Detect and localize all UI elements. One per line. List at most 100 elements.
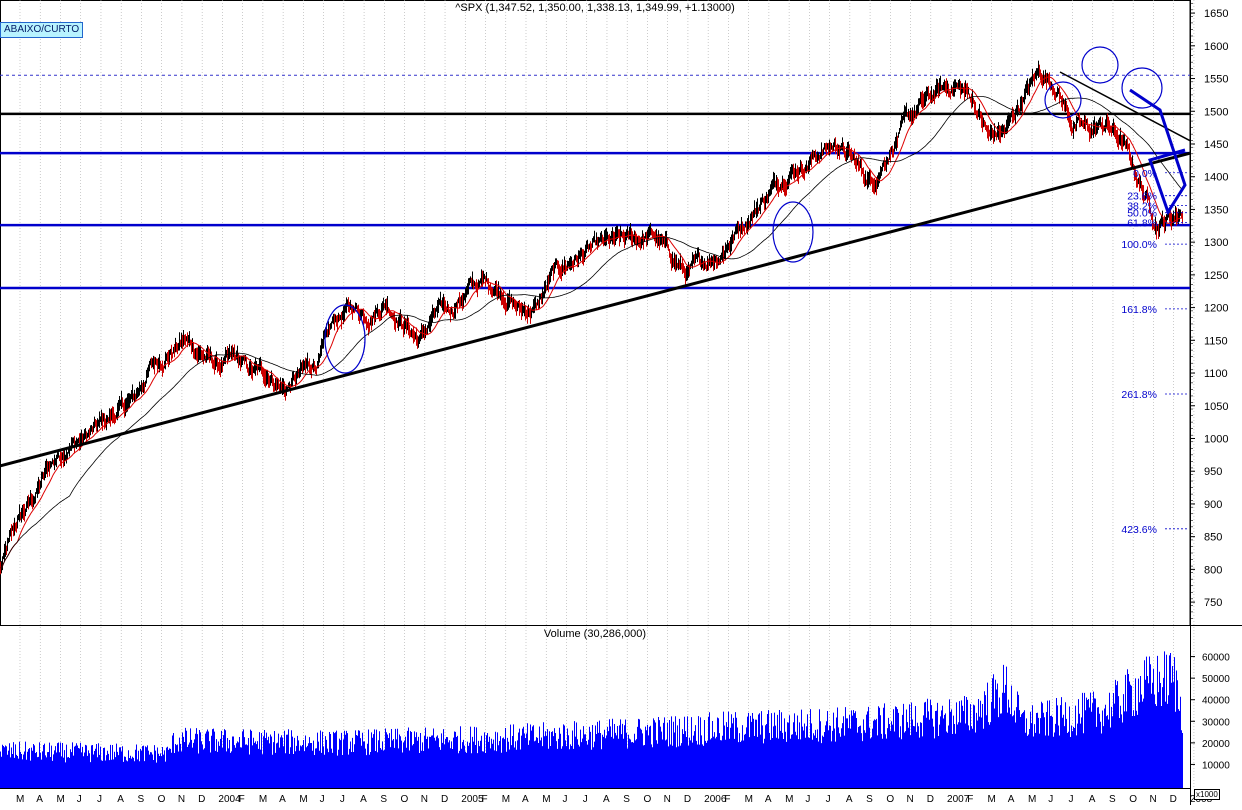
fib-label: 38.2%: [1127, 200, 1157, 212]
x-tick-label: S: [380, 794, 387, 805]
x-tick-label: S: [623, 794, 630, 805]
x-tick-label: M: [299, 794, 307, 805]
x-tick-label: S: [137, 794, 144, 805]
fib-label: 23.6%: [1127, 191, 1157, 203]
annotation-circles: [324, 46, 1163, 374]
y-tick-label: 850: [1204, 532, 1222, 544]
fibonacci-levels: 0.0% 23.6%38.2%50.0%61.8% 100.0% 161.8% 261.…: [1121, 168, 1188, 536]
x-tick-label: J: [826, 794, 831, 805]
volume-bars: [0, 651, 1183, 788]
x-tick-label: D: [441, 794, 448, 805]
y-tick-label: 1550: [1204, 74, 1228, 86]
volume-tick-label: 20000: [1202, 739, 1230, 750]
fib-label: 61.8%: [1127, 218, 1157, 230]
x-tick-label: D: [927, 794, 934, 805]
fib-label: 423.6%: [1121, 524, 1157, 536]
x-tick-label: D: [198, 794, 205, 805]
x-tick-label: M: [542, 794, 550, 805]
y-tick-label: 1100: [1204, 368, 1228, 380]
x-tick-label: M: [259, 794, 267, 805]
y-tick-label: 800: [1204, 564, 1222, 576]
y-tick-label: 1350: [1204, 204, 1228, 216]
x-tick-label: J: [1048, 794, 1053, 805]
moving-average-long: [0, 96, 1183, 569]
fib-label: 161.8%: [1121, 304, 1157, 316]
x-tick-label: F: [967, 794, 973, 805]
y-tick-label: 1650: [1204, 8, 1228, 20]
x-tick-label: J: [340, 794, 345, 805]
fib-label: 0.0%: [1133, 168, 1157, 180]
fib-label: 261.8%: [1121, 389, 1157, 401]
x-tick-label: 2007: [947, 794, 970, 805]
annotation-circle: [1081, 46, 1119, 84]
x-tick-label: O: [886, 794, 894, 805]
x-tick-label: S: [866, 794, 873, 805]
x-tick-label: N: [1149, 794, 1156, 805]
x-tick-label: M: [502, 794, 510, 805]
y-tick-label: 950: [1204, 466, 1222, 478]
price-bars: [0, 60, 1183, 575]
x-tick-label: A: [603, 794, 610, 805]
x-tick-label: J: [97, 794, 102, 805]
volume-unit-label: x1000: [1194, 789, 1220, 800]
y-tick-label: 750: [1204, 597, 1222, 609]
x-tick-label: A: [1089, 794, 1096, 805]
x-tick-label: O: [401, 794, 409, 805]
trendline: [0, 151, 1191, 468]
x-tick-label: F: [724, 794, 730, 805]
x-tick-label: A: [765, 794, 772, 805]
y-tick-label: 1600: [1204, 41, 1228, 53]
x-tick-label: A: [360, 794, 367, 805]
volume-tick-labels: 10000 20000 30000 40000 50000 60000: [1190, 653, 1230, 771]
volume-tick-label: 40000: [1202, 696, 1230, 707]
x-tick-label: D: [684, 794, 691, 805]
x-tick-label: D: [1170, 794, 1177, 805]
x-tick-label: A: [117, 794, 124, 805]
y-tick-labels: 750 800 850 900 950 1000 1050 1100 1150 1200 1250 1…: [1190, 2, 1228, 619]
x-tick-label: O: [1129, 794, 1137, 805]
y-tick-label: 1250: [1204, 270, 1228, 282]
y-tick-label: 900: [1204, 499, 1222, 511]
strategy-tag[interactable]: ABAIXO/CURTO: [0, 22, 84, 38]
x-tick-label: A: [522, 794, 529, 805]
y-tick-label: 1150: [1204, 335, 1228, 347]
x-tick-label: S: [1109, 794, 1116, 805]
x-tick-label: M: [988, 794, 996, 805]
x-tick-label: J: [562, 794, 567, 805]
x-tick-label: M: [785, 794, 793, 805]
x-tick-label: 2004: [218, 794, 241, 805]
x-tick-label: A: [279, 794, 286, 805]
volume-tick-label: 50000: [1202, 674, 1230, 685]
resistance-line: [1059, 71, 1191, 142]
x-tick-label: A: [1008, 794, 1015, 805]
x-tick-label: J: [583, 794, 588, 805]
annotation-circle: [772, 201, 814, 263]
x-tick-label: O: [158, 794, 166, 805]
x-tick-label: 2005: [461, 794, 484, 805]
volume-tick-label: 60000: [1202, 653, 1230, 664]
volume-tick-label: 10000: [1202, 760, 1230, 771]
annotation-pattern: [1129, 88, 1187, 216]
y-tick-label: 1500: [1204, 106, 1228, 118]
x-tick-label: 2006: [704, 794, 727, 805]
chart-title: ^SPX (1,347.52, 1,350.00, 1,338.13, 1,34…: [455, 2, 735, 14]
y-tick-label: 1450: [1204, 139, 1228, 151]
y-tick-label: 1400: [1204, 172, 1228, 184]
fib-label: 50.0%: [1127, 208, 1157, 220]
x-tick-label: N: [421, 794, 428, 805]
annotation-circle: [1044, 81, 1082, 119]
x-tick-label: M: [745, 794, 753, 805]
volume-tick-label: 30000: [1202, 717, 1230, 728]
x-tick-label: J: [805, 794, 810, 805]
x-tick-label: F: [482, 794, 488, 805]
x-tick-label: M: [16, 794, 24, 805]
volume-title: Volume (30,286,000): [543, 628, 647, 640]
y-tick-label: 1300: [1204, 237, 1228, 249]
annotation-circle: [324, 304, 366, 374]
y-tick-label: 1000: [1204, 433, 1228, 445]
y-tick-label: 1200: [1204, 303, 1228, 315]
x-tick-label: O: [643, 794, 651, 805]
x-tick-label: N: [664, 794, 671, 805]
